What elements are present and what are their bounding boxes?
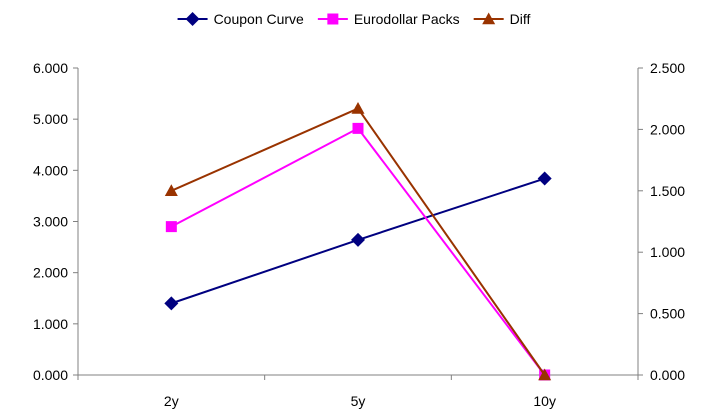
legend-label-1: Eurodollar Packs: [354, 11, 460, 27]
right-tick-label: 0.500: [650, 306, 685, 322]
x-tick-label: 2y: [164, 393, 179, 409]
left-tick-label: 6.000: [33, 60, 68, 76]
left-tick-label: 4.000: [33, 162, 68, 178]
legend-label-2: Diff: [510, 11, 531, 27]
x-tick-label: 5y: [351, 393, 366, 409]
series-1-point: [165, 221, 177, 233]
series-0-point: [537, 171, 552, 186]
left-tick-label: 1.000: [33, 316, 68, 332]
series-2-point: [164, 184, 178, 196]
legend: Coupon Curve Eurodollar Packs Diff: [177, 11, 531, 27]
right-tick-label: 1.500: [650, 183, 685, 199]
left-tick-label: 2.000: [33, 265, 68, 281]
series-2-point: [538, 368, 552, 381]
plot-area: [164, 102, 552, 381]
series-1-point: [352, 122, 364, 134]
series-0-point: [351, 232, 365, 247]
legend-marker-2: [482, 12, 496, 25]
legend-marker-1: [327, 13, 339, 25]
series-2-point: [351, 102, 365, 114]
right-tick-label: 0.000: [650, 367, 685, 383]
left-tick-label: 0.000: [33, 367, 68, 383]
right-tick-label: 2.500: [650, 60, 685, 76]
x-tick-label: 10y: [533, 393, 556, 409]
series-0-point: [164, 296, 179, 311]
axes: 0.000 1.000 2.000 3.000 4.000 5.000 6.000 0.000…: [33, 60, 685, 409]
right-tick-label: 1.000: [650, 244, 685, 260]
legend-label-0: Coupon Curve: [214, 11, 304, 27]
left-tick-label: 3.000: [33, 214, 68, 230]
legend-marker-0: [185, 12, 200, 26]
right-tick-label: 2.000: [650, 121, 685, 137]
left-tick-label: 5.000: [33, 111, 68, 127]
